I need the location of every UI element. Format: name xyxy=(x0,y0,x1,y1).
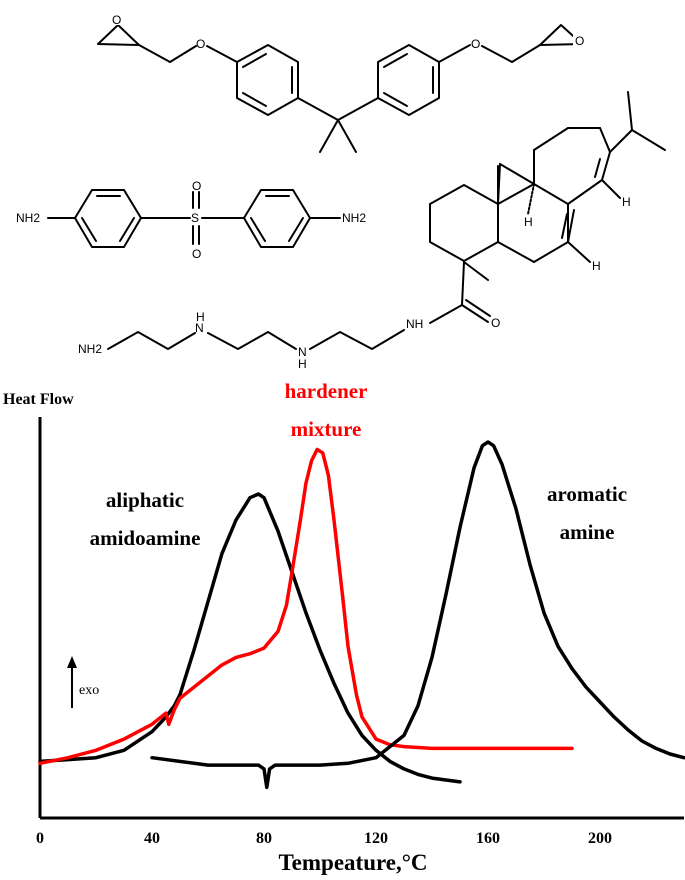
series-label-aromatic-line1: aromatic xyxy=(547,482,627,506)
atom-oxygen: O xyxy=(196,37,205,51)
series-label-aliphatic-line2: amidoamine xyxy=(90,526,201,550)
atom-amine: NH2 xyxy=(16,211,40,225)
series-label-hardener-line2: mixture xyxy=(291,417,362,441)
series-label-aromatic-line2: amine xyxy=(560,520,615,544)
atom-hydrogen: H xyxy=(524,215,533,229)
atom-hydrogen: H xyxy=(592,259,601,273)
atom-amine: NH2 xyxy=(342,211,366,225)
atom-nitrogen: N xyxy=(195,321,204,335)
structure-polyamine-chain: NH2 N H N H NH xyxy=(78,304,463,371)
x-tick-label: 160 xyxy=(476,830,500,847)
series-line-hardener-mixture xyxy=(38,447,574,766)
exo-label: exo xyxy=(79,683,99,698)
exo-marker: exo xyxy=(67,656,99,708)
dsc-chart: Heat Flow 0 40 80 120 160 200 Tempeature,°C e… xyxy=(3,379,685,875)
x-tick-label: 0 xyxy=(36,830,44,847)
atom-oxygen: O xyxy=(112,13,121,27)
series-line-aliphatic-amidoamine xyxy=(38,492,462,784)
atom-nitrogen: N xyxy=(298,345,307,359)
y-axis-label: Heat Flow xyxy=(3,391,74,408)
atom-oxygen: O xyxy=(192,179,201,193)
atom-sulfur: S xyxy=(191,211,199,225)
atom-oxygen: O xyxy=(192,247,201,261)
chemical-structures: O O O O xyxy=(16,13,666,371)
structure-rosin-amide: H H H O xyxy=(429,91,666,330)
atom-oxygen: O xyxy=(575,34,584,48)
atom-nitrogen-h: NH xyxy=(406,317,423,331)
x-tick-label: 120 xyxy=(364,830,388,847)
x-axis-label: Tempeature,°C xyxy=(278,850,427,875)
x-axis-ticks: 0 40 80 120 160 200 xyxy=(36,830,612,847)
series-line-aromatic-amine xyxy=(150,440,685,790)
series-label-hardener-line1: hardener xyxy=(285,379,368,403)
atom-hydrogen: H xyxy=(622,195,631,209)
atom-oxygen: O xyxy=(491,316,500,330)
x-tick-label: 200 xyxy=(588,830,612,847)
structure-dds: NH2 S O O NH2 xyxy=(16,179,366,261)
series-layer xyxy=(38,440,685,790)
atom-amine: NH2 xyxy=(78,342,102,356)
atom-hydrogen: H xyxy=(298,357,307,371)
series-label-aliphatic-line1: aliphatic xyxy=(106,488,184,512)
atom-hydrogen: H xyxy=(196,310,205,324)
x-tick-label: 40 xyxy=(144,830,160,847)
x-tick-label: 80 xyxy=(256,830,272,847)
atom-oxygen: O xyxy=(471,37,480,51)
structure-dgeba: O O O O xyxy=(97,13,585,153)
